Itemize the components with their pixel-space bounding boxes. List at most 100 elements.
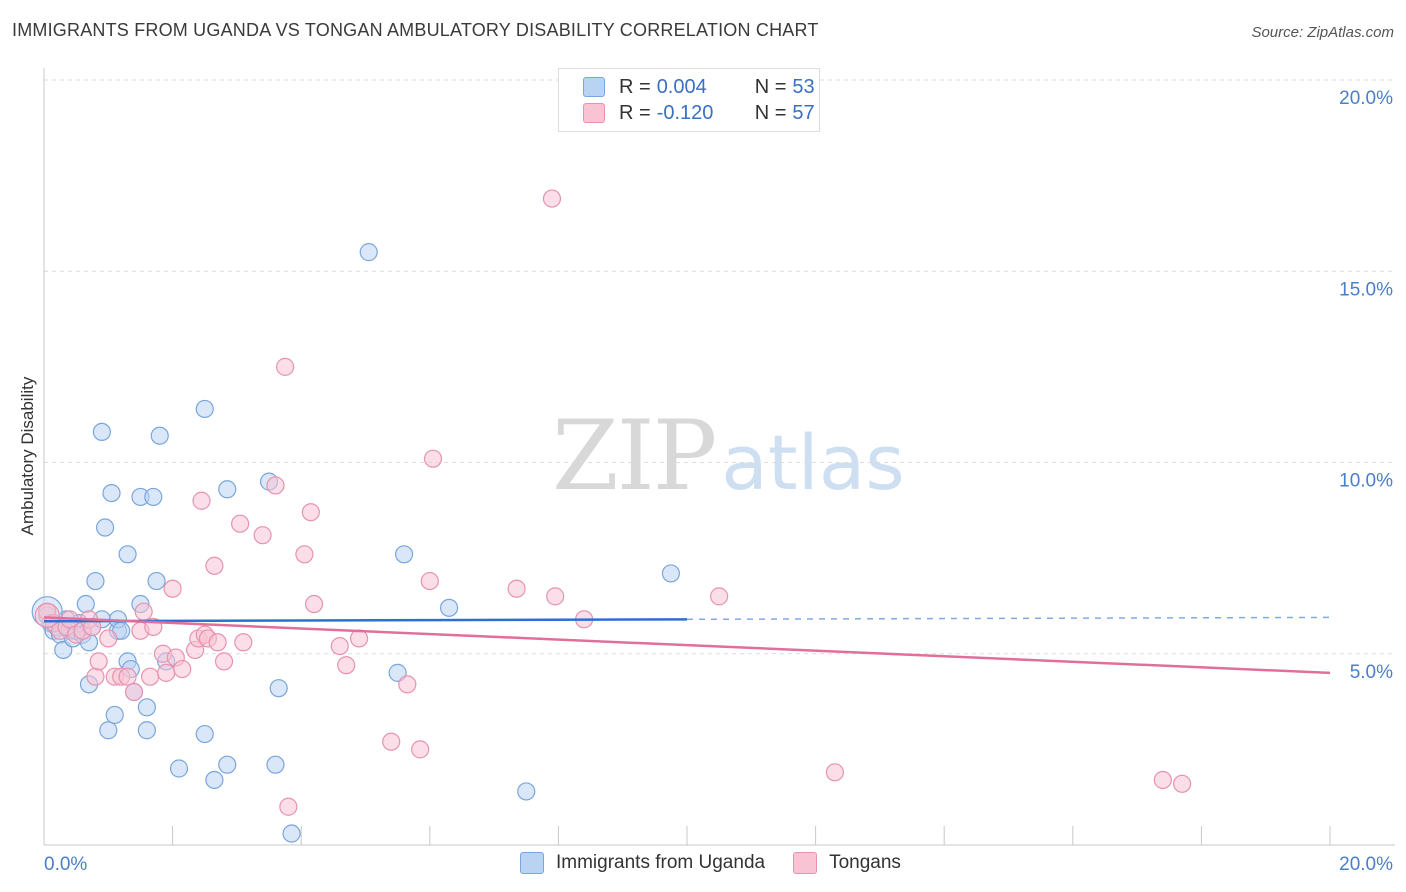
tongan-point-57 (1173, 774, 1192, 793)
tongan-point-24 (173, 659, 192, 679)
tongan-point-37 (276, 357, 295, 376)
tongan-r-value: -0.120 (656, 101, 714, 124)
tick-labels: 5.0% 10.0% 15.0% 20.0% 0.0% 20.0% (44, 88, 1393, 875)
tongan-trend-line (43, 616, 1331, 675)
uganda-point-21 (102, 484, 121, 503)
legend-uganda-label: Immigrants from Uganda (556, 852, 766, 873)
uganda-point-26 (118, 545, 137, 564)
uganda-point-32 (137, 721, 156, 740)
legend-item-tongan[interactable]: Tongans (793, 852, 901, 874)
uganda-point-42 (218, 480, 237, 499)
uganda-r-value: 0.004 (656, 75, 707, 98)
uganda-point-12 (76, 594, 95, 614)
tongan-point-41 (304, 594, 324, 614)
uganda-point-52 (517, 782, 536, 801)
uganda-n-label: N = (754, 75, 787, 98)
tongan-cluster-marker (34, 602, 60, 629)
tongan-point-33 (231, 514, 250, 533)
uganda-point-46 (269, 679, 288, 698)
tongan-point-56 (1153, 770, 1172, 790)
tongan-point-46 (398, 675, 417, 694)
uganda-point-33 (137, 698, 156, 717)
tongan-point-50 (507, 579, 526, 598)
tongan-point-45 (382, 732, 401, 751)
series-uganda-points (31, 243, 681, 843)
uganda-n-value: 53 (792, 75, 815, 98)
tongan-point-48 (420, 571, 439, 591)
tongan-n-label: N = (754, 101, 787, 124)
legend-item-uganda[interactable]: Immigrants from Uganda (520, 852, 765, 874)
uganda-point-43 (218, 755, 237, 774)
x-tick-label-max: 20.0% (1339, 854, 1393, 875)
tongan-point-42 (330, 636, 349, 656)
uganda-point-36 (150, 426, 169, 445)
legend-tongan-swatch (793, 852, 818, 874)
stats-legend-row-tongan: R = -0.120 N = 57 (583, 101, 815, 125)
axes (43, 68, 1395, 846)
stats-legend: R = 0.004 N = 53 R = -0.120 N = 57 (558, 68, 820, 132)
tongan-point-10 (89, 652, 108, 671)
watermark: ZIPatlas (552, 400, 905, 512)
tongan-point-9 (86, 667, 105, 686)
series-legend: Immigrants from Uganda Tongans (520, 852, 929, 874)
tongan-point-39 (295, 545, 314, 564)
grid-lines (44, 79, 1395, 655)
uganda-point-40 (195, 399, 214, 419)
chart-title: IMMIGRANTS FROM UGANDA VS TONGAN AMBULAT… (12, 20, 819, 40)
tongan-point-22 (163, 579, 182, 598)
uganda-point-34 (144, 487, 163, 507)
tongan-point-43 (337, 656, 356, 675)
tongan-point-49 (423, 449, 443, 468)
uganda-point-35 (147, 571, 166, 591)
uganda-point-18 (92, 422, 111, 441)
trend-lines (43, 616, 1331, 675)
tongan-point-55 (825, 763, 844, 782)
tongan-point-52 (546, 587, 565, 606)
tongan-point-32 (214, 652, 234, 671)
stats-legend-row-uganda: R = 0.004 N = 53 (583, 75, 815, 99)
tongan-n-value: 57 (792, 101, 815, 124)
uganda-r-label: R = (619, 75, 651, 98)
tongan-point-31 (208, 633, 227, 652)
uganda-point-41 (205, 770, 224, 790)
uganda-point-47 (282, 824, 301, 843)
tongan-point-38 (279, 797, 298, 816)
y-tick-label-10: 10.0% (1339, 471, 1393, 492)
tongan-point-17 (134, 602, 153, 621)
tongan-point-18 (140, 667, 160, 686)
tongan-point-35 (253, 526, 272, 545)
tongan-r-label: R = (619, 101, 651, 124)
tongan-point-54 (710, 587, 729, 606)
tongan-point-11 (99, 629, 118, 648)
uganda-point-48 (359, 243, 378, 262)
uganda-point-50 (394, 545, 414, 564)
x-tick-label-min: 0.0% (44, 854, 87, 875)
tongan-point-36 (266, 476, 285, 495)
watermark-zip: ZIP (552, 400, 717, 512)
uganda-swatch (583, 77, 605, 97)
uganda-point-53 (661, 564, 681, 583)
uganda-trend-extension (686, 616, 1331, 621)
uganda-point-16 (86, 571, 105, 591)
series-tongan-points (34, 189, 1192, 816)
source-credit: Source: ZipAtlas.com (1251, 24, 1394, 41)
y-tick-label-20: 20.0% (1339, 88, 1393, 109)
uganda-point-39 (195, 724, 214, 744)
tongan-point-40 (301, 503, 320, 522)
tongan-point-51 (542, 189, 562, 208)
tongan-point-30 (205, 556, 224, 575)
uganda-point-20 (99, 721, 118, 740)
uganda-point-45 (266, 755, 285, 774)
uganda-point-51 (439, 598, 459, 617)
uganda-point-19 (95, 518, 115, 537)
legend-tongan-label: Tongans (829, 852, 901, 873)
tongan-point-15 (124, 682, 144, 702)
tongan-point-21 (157, 663, 176, 682)
tongan-swatch (583, 103, 605, 123)
legend-uganda-swatch (520, 852, 544, 874)
tongan-point-27 (192, 491, 211, 510)
uganda-point-38 (169, 759, 189, 778)
tongan-point-14 (118, 667, 137, 686)
tongan-point-47 (411, 740, 430, 759)
